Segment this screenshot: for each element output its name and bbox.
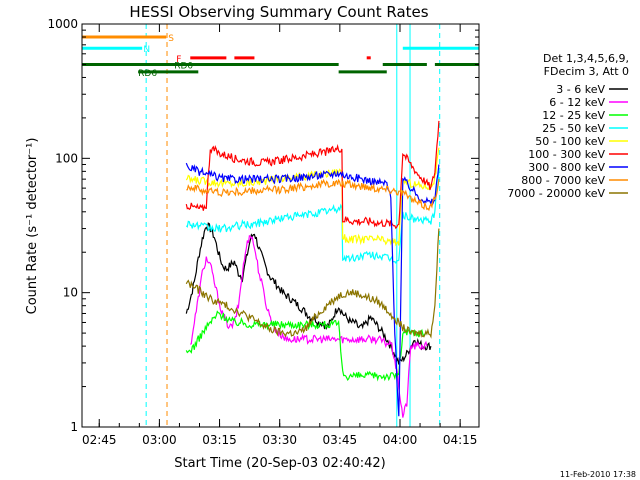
y-tick-label-2: 100	[55, 151, 78, 165]
x-tick-label-1: 03:00	[142, 433, 177, 447]
x-tick-label-6: 04:15	[443, 433, 478, 447]
y-tick-label-3: 1000	[47, 17, 78, 31]
series-line-7	[186, 178, 440, 212]
legend-label-1: 6 - 12 keV	[549, 96, 605, 109]
x-tick-label-2: 03:15	[202, 433, 237, 447]
legend-label-3: 25 - 50 keV	[542, 122, 605, 135]
legend: Det 1,3,4,5,6,9,FDecim 3, Att 0 3 - 6 keV…	[507, 52, 629, 200]
series-line-2	[185, 310, 428, 382]
legend-label-8: 7000 - 20000 keV	[507, 187, 605, 200]
x-tick-label-5: 04:00	[383, 433, 418, 447]
state-label-s: S	[168, 34, 174, 44]
x-tick-label-4: 03:45	[323, 433, 358, 447]
series-line-0	[185, 222, 432, 365]
legend-label-7: 800 - 7000 keV	[521, 174, 605, 187]
x-tick-label-3: 03:30	[262, 433, 297, 447]
state-label-rd6: RD6	[138, 69, 157, 79]
legend-label-0: 3 - 6 keV	[556, 83, 605, 96]
series-line-3	[185, 171, 440, 265]
legend-label-4: 50 - 100 keV	[535, 135, 605, 148]
series-line-8	[185, 228, 440, 339]
legend-label-6: 300 - 800 keV	[528, 161, 605, 174]
legend-label-5: 100 - 300 keV	[528, 148, 605, 161]
footer-timestamp: 11-Feb-2010 17:38	[560, 470, 636, 479]
legend-header-0: Det 1,3,4,5,6,9,	[543, 52, 629, 65]
series-line-6	[185, 162, 440, 417]
y-tick-label-1: 10	[63, 286, 78, 300]
legend-label-2: 12 - 25 keV	[542, 109, 605, 122]
state-label-n: N	[143, 45, 150, 55]
state-label-rd0: RD0	[174, 61, 193, 71]
series-line-5	[185, 120, 440, 230]
y-axis-label: Count Rate (s⁻¹ detector⁻¹)	[25, 138, 40, 315]
y-tick-label-0: 1	[70, 420, 78, 434]
x-tick-label-0: 02:45	[82, 433, 117, 447]
legend-header-1: FDecim 3, Att 0	[544, 65, 629, 78]
series-line-1	[189, 234, 428, 418]
x-axis-label: Start Time (20-Sep-03 02:40:42)	[174, 456, 385, 471]
plot-frame	[81, 23, 480, 428]
state-label-f: F	[176, 55, 181, 65]
axes: 02:45 03:00 03:15 03:30 03:45 04:00 04:15 1 10 10…	[47, 17, 479, 447]
series-line-4	[185, 147, 440, 247]
chart-title: HESSI Observing Summary Count Rates	[129, 3, 428, 21]
